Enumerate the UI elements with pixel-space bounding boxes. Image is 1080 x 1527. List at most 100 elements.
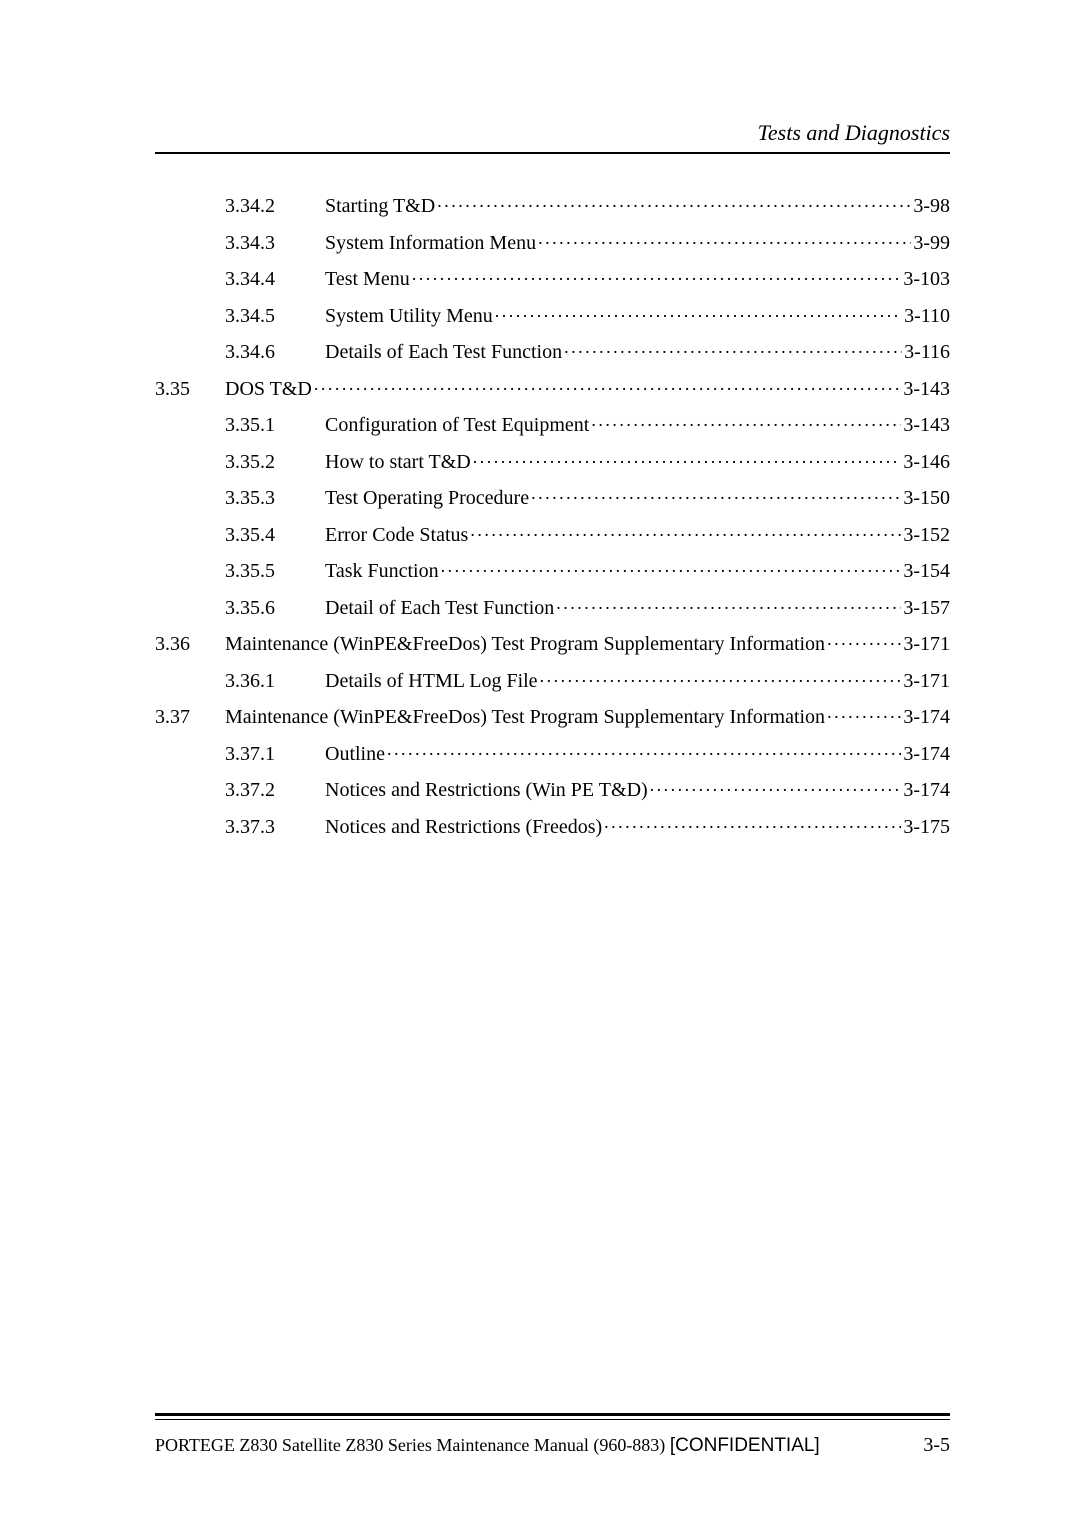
toc-title: Configuration of Test Equipment xyxy=(325,415,589,435)
toc-page: 3-152 xyxy=(903,525,950,545)
toc-row: 3.37.3 Notices and Restrictions (Freedos… xyxy=(155,813,950,837)
toc-num: 3.34.5 xyxy=(225,306,325,326)
toc-entry: Detail of Each Test Function 3-157 xyxy=(325,594,950,618)
toc-num: 3.35.5 xyxy=(225,561,325,581)
toc-leader xyxy=(495,302,902,322)
footer-rule-thin xyxy=(155,1419,950,1420)
toc-num: 3.36.1 xyxy=(225,671,325,691)
toc-leader xyxy=(441,557,902,577)
toc-leader xyxy=(564,338,902,358)
toc-num: 3.34.6 xyxy=(225,342,325,362)
toc-row: 3.37.2 Notices and Restrictions (Win PE … xyxy=(155,776,950,800)
toc-leader xyxy=(437,192,911,212)
toc-entry: Details of Each Test Function 3-116 xyxy=(325,338,950,362)
toc-num: 3.35.1 xyxy=(225,415,325,435)
toc-leader xyxy=(591,411,901,431)
toc-page: 3-146 xyxy=(903,452,950,472)
toc-num: 3.37.1 xyxy=(225,744,325,764)
toc-entry: Error Code Status 3-152 xyxy=(325,521,950,545)
toc-entry: Maintenance (WinPE&FreeDos) Test Program… xyxy=(225,703,950,727)
toc-num: 3.34.4 xyxy=(225,269,325,289)
toc-title: Test Operating Procedure xyxy=(325,488,529,508)
toc-page: 3-99 xyxy=(913,233,950,253)
toc-page: 3-174 xyxy=(903,744,950,764)
toc-row: 3.35.3 Test Operating Procedure 3-150 xyxy=(155,484,950,508)
toc-title: System Information Menu xyxy=(325,233,536,253)
toc-num: 3.35.6 xyxy=(225,598,325,618)
footer-left-wrap: PORTEGE Z830 Satellite Z830 Series Maint… xyxy=(155,1435,820,1457)
toc-title: Detail of Each Test Function xyxy=(325,598,554,618)
toc-title: How to start T&D xyxy=(325,452,471,472)
toc-entry: DOS T&D 3-143 xyxy=(225,375,950,399)
toc-row: 3.34.3 System Information Menu 3-99 xyxy=(155,229,950,253)
toc-title: Details of Each Test Function xyxy=(325,342,562,362)
toc-page: 3-143 xyxy=(903,415,950,435)
toc-row: 3.35.1 Configuration of Test Equipment 3… xyxy=(155,411,950,435)
toc-page: 3-116 xyxy=(904,342,950,362)
toc-page: 3-157 xyxy=(903,598,950,618)
toc-num: 3.34.2 xyxy=(225,196,325,216)
toc-entry: System Utility Menu 3-110 xyxy=(325,302,950,326)
toc-num: 3.35.3 xyxy=(225,488,325,508)
toc-row: 3.35.2 How to start T&D 3-146 xyxy=(155,448,950,472)
toc-entry: Test Menu 3-103 xyxy=(325,265,950,289)
toc-row: 3.35 DOS T&D 3-143 xyxy=(155,375,950,399)
toc-title: Outline xyxy=(325,744,385,764)
toc-page: 3-103 xyxy=(903,269,950,289)
toc-entry: Details of HTML Log File 3-171 xyxy=(325,667,950,691)
toc-leader xyxy=(538,229,911,249)
toc-page: 3-150 xyxy=(903,488,950,508)
toc-page: 3-143 xyxy=(903,379,950,399)
page-footer: PORTEGE Z830 Satellite Z830 Series Maint… xyxy=(155,1434,950,1457)
toc-title: DOS T&D xyxy=(225,379,312,399)
toc-num: 3.35.4 xyxy=(225,525,325,545)
toc-leader xyxy=(387,740,901,760)
toc-num: 3.37 xyxy=(155,707,225,727)
header-title: Tests and Diagnostics xyxy=(758,120,950,145)
toc-leader xyxy=(827,703,901,723)
toc-title: Notices and Restrictions (Freedos) xyxy=(325,817,602,837)
toc-num: 3.36 xyxy=(155,634,225,654)
toc-entry: Notices and Restrictions (Win PE T&D) 3-… xyxy=(325,776,950,800)
toc-title: Starting T&D xyxy=(325,196,435,216)
toc-num: 3.37.2 xyxy=(225,780,325,800)
footer-confidential: [CONFIDENTIAL] xyxy=(670,1435,820,1456)
toc-title: Maintenance (WinPE&FreeDos) Test Program… xyxy=(225,634,825,654)
toc-leader xyxy=(314,375,901,395)
toc-entry: How to start T&D 3-146 xyxy=(325,448,950,472)
toc-row: 3.35.5 Task Function 3-154 xyxy=(155,557,950,581)
toc-page: 3-154 xyxy=(903,561,950,581)
toc-leader xyxy=(412,265,902,285)
toc-entry: System Information Menu 3-99 xyxy=(325,229,950,253)
footer-page-number: 3-5 xyxy=(923,1434,950,1457)
toc-num: 3.37.3 xyxy=(225,817,325,837)
toc-entry: Starting T&D 3-98 xyxy=(325,192,950,216)
toc-entry: Outline 3-174 xyxy=(325,740,950,764)
table-of-contents: 3.34.2 Starting T&D 3-98 3.34.3 System I… xyxy=(155,192,950,837)
toc-page: 3-171 xyxy=(903,671,950,691)
toc-row: 3.37.1 Outline 3-174 xyxy=(155,740,950,764)
toc-entry: Test Operating Procedure 3-150 xyxy=(325,484,950,508)
toc-leader xyxy=(470,521,901,541)
toc-leader xyxy=(540,667,902,687)
toc-row: 3.36.1 Details of HTML Log File 3-171 xyxy=(155,667,950,691)
toc-row: 3.37 Maintenance (WinPE&FreeDos) Test Pr… xyxy=(155,703,950,727)
toc-row: 3.34.6 Details of Each Test Function 3-1… xyxy=(155,338,950,362)
toc-title: Notices and Restrictions (Win PE T&D) xyxy=(325,780,648,800)
toc-title: Details of HTML Log File xyxy=(325,671,538,691)
toc-entry: Configuration of Test Equipment 3-143 xyxy=(325,411,950,435)
toc-page: 3-171 xyxy=(903,634,950,654)
page: Tests and Diagnostics 3.34.2 Starting T&… xyxy=(0,0,1080,1527)
toc-title: Error Code Status xyxy=(325,525,468,545)
toc-page: 3-174 xyxy=(903,707,950,727)
toc-num: 3.34.3 xyxy=(225,233,325,253)
toc-entry: Notices and Restrictions (Freedos) 3-175 xyxy=(325,813,950,837)
toc-title: Maintenance (WinPE&FreeDos) Test Program… xyxy=(225,707,825,727)
toc-row: 3.35.4 Error Code Status 3-152 xyxy=(155,521,950,545)
toc-entry: Maintenance (WinPE&FreeDos) Test Program… xyxy=(225,630,950,654)
toc-row: 3.34.5 System Utility Menu 3-110 xyxy=(155,302,950,326)
page-header: Tests and Diagnostics xyxy=(155,120,950,154)
toc-num: 3.35.2 xyxy=(225,452,325,472)
toc-leader xyxy=(473,448,902,468)
toc-row: 3.34.4 Test Menu 3-103 xyxy=(155,265,950,289)
